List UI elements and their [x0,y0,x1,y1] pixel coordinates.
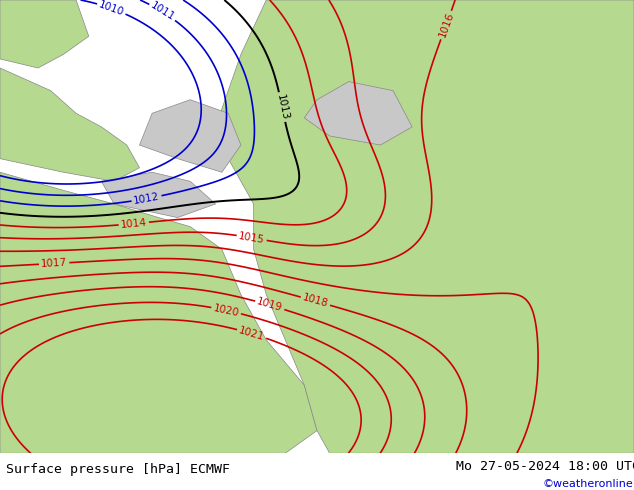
Text: 1010: 1010 [98,0,126,18]
Polygon shape [101,172,216,218]
Text: 1011: 1011 [148,0,176,23]
Polygon shape [0,0,89,68]
Text: 1014: 1014 [120,218,147,230]
Text: Surface pressure [hPa] ECMWF: Surface pressure [hPa] ECMWF [6,463,230,476]
Text: 1013: 1013 [275,93,290,121]
Text: 1012: 1012 [133,192,160,206]
Polygon shape [0,68,139,181]
Text: 1018: 1018 [301,293,330,310]
Text: 1020: 1020 [212,303,240,318]
Text: 1016: 1016 [437,11,455,39]
Text: 1015: 1015 [238,231,266,245]
Text: 1019: 1019 [256,297,284,314]
Polygon shape [216,0,634,453]
Polygon shape [139,99,241,172]
Text: Mo 27-05-2024 18:00 UTC (06+36): Mo 27-05-2024 18:00 UTC (06+36) [456,460,634,473]
Text: ©weatheronline.co.uk: ©weatheronline.co.uk [542,480,634,490]
Text: 1017: 1017 [41,258,68,269]
Text: 1021: 1021 [238,325,266,342]
Polygon shape [304,82,412,145]
Polygon shape [0,172,317,453]
